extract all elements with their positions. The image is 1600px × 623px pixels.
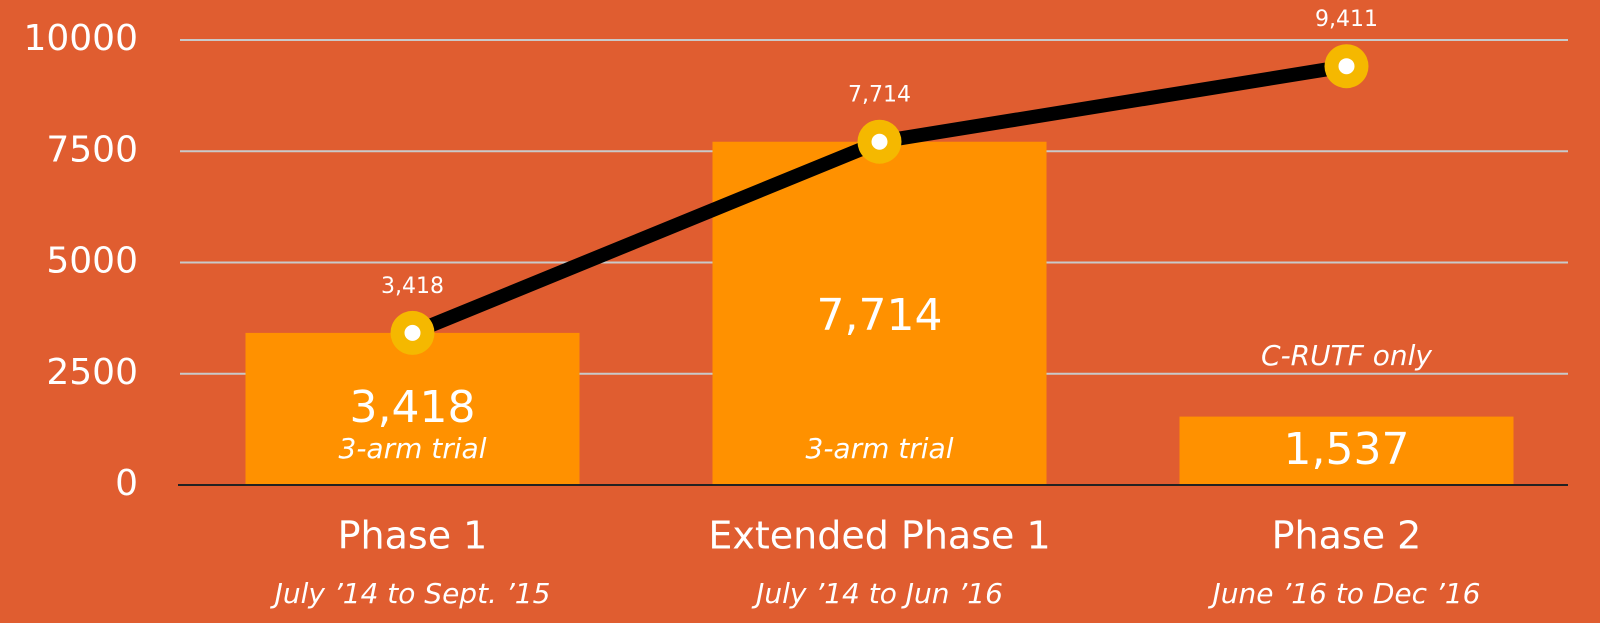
bar <box>712 141 1047 486</box>
line-value-label: 9,411 <box>1315 7 1378 32</box>
x-tick-label: Extended Phase 1 <box>708 514 1050 558</box>
line-value-label: 7,714 <box>848 83 911 108</box>
y-tick-label: 0 <box>115 463 138 504</box>
marker-center <box>1338 58 1355 75</box>
x-tick-label: Phase 2 <box>1272 514 1422 558</box>
y-tick-label: 5000 <box>46 241 138 282</box>
bar <box>245 332 580 485</box>
annotation: C-RUTF only <box>1261 339 1432 372</box>
marker-center <box>871 133 888 150</box>
y-tick-label: 2500 <box>46 352 138 393</box>
annotation: 3-arm trial <box>339 432 487 465</box>
y-tick-label: 7500 <box>46 129 138 170</box>
bar-value-label: 3,418 <box>350 382 476 433</box>
x-subtitle: July ’14 to Sept. ’15 <box>270 577 551 610</box>
y-tick-label: 10000 <box>23 18 138 59</box>
bar-value-label: 1,537 <box>1284 424 1410 475</box>
annotation: 3-arm trial <box>806 432 954 465</box>
bar-value-label: 7,714 <box>817 290 943 341</box>
line-value-label: 3,418 <box>381 274 444 299</box>
bar <box>1179 416 1514 485</box>
x-subtitle: June ’16 to Dec ’16 <box>1208 577 1481 610</box>
marker-center <box>404 324 421 341</box>
x-tick-label: Phase 1 <box>338 514 488 558</box>
x-subtitle: July ’14 to Jun ’16 <box>751 577 1003 610</box>
